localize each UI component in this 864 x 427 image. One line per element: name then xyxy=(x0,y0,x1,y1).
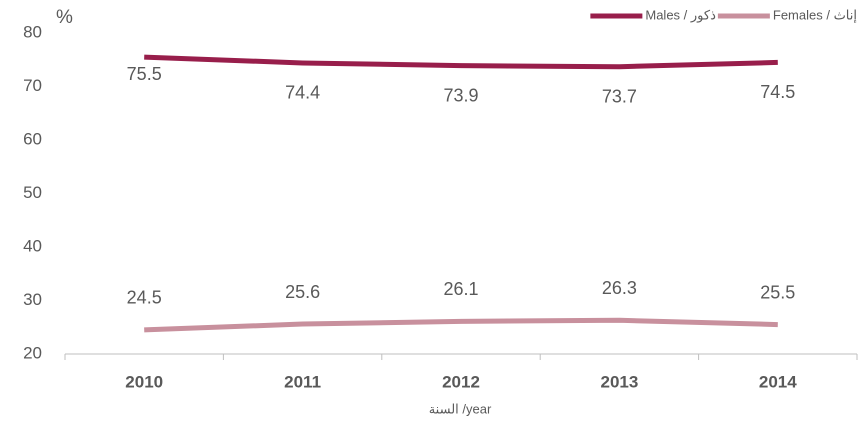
y-tick-label: 60 xyxy=(23,129,42,148)
y-tick-label: 80 xyxy=(23,22,42,41)
x-tick-label: 2011 xyxy=(284,372,321,391)
data-line xyxy=(144,317,778,333)
x-tick-label: 2010 xyxy=(125,372,163,391)
y-tick-label: 70 xyxy=(23,76,42,95)
x-axis-label: السنة /year xyxy=(429,401,492,416)
data-label: 73.9 xyxy=(443,85,478,105)
y-tick-label: 40 xyxy=(23,236,42,255)
data-label: 24.5 xyxy=(127,288,162,308)
data-label: 26.1 xyxy=(443,279,478,299)
legend-label: Females / إناث xyxy=(773,7,857,22)
y-axis-label: % xyxy=(56,7,73,28)
data-label: 75.5 xyxy=(127,64,162,84)
x-tick-label: 2013 xyxy=(600,372,638,391)
data-line xyxy=(144,54,778,70)
data-label: 73.7 xyxy=(602,86,637,106)
data-label: 26.3 xyxy=(602,278,637,298)
data-label: 74.5 xyxy=(760,82,795,102)
data-label: 25.5 xyxy=(760,282,795,302)
y-tick-label: 30 xyxy=(23,290,42,309)
legend-label: Males / ذكور xyxy=(645,7,716,23)
data-label: 74.4 xyxy=(285,83,320,103)
y-tick-label: 20 xyxy=(23,343,42,362)
x-tick-label: 2014 xyxy=(759,372,797,391)
data-label: 25.6 xyxy=(285,282,320,302)
x-tick-label: 2012 xyxy=(442,372,480,391)
y-tick-label: 50 xyxy=(23,183,42,202)
